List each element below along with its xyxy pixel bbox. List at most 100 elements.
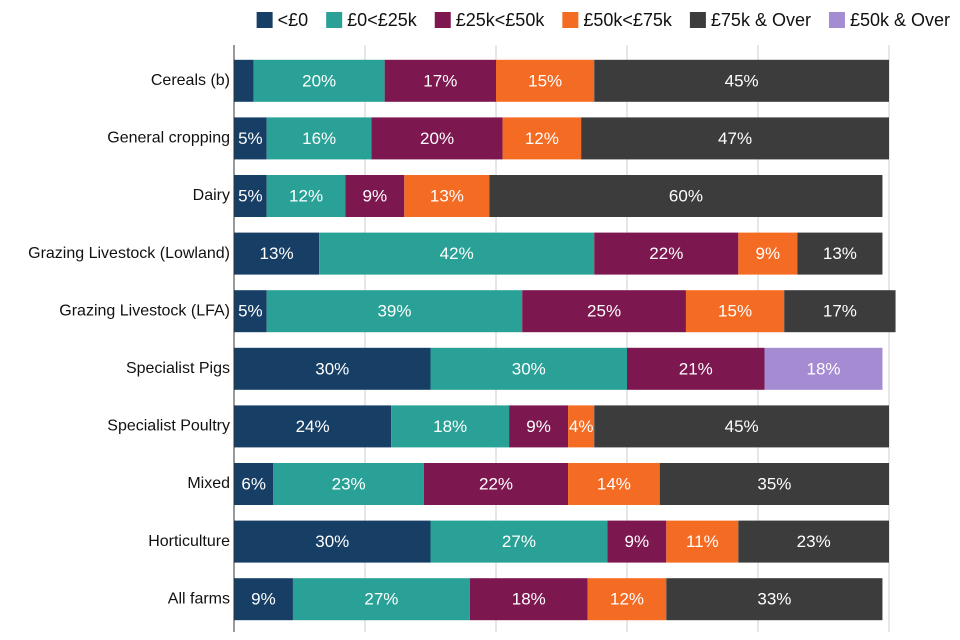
bar-segment: [391, 405, 510, 448]
data-label: 60%: [669, 186, 703, 205]
bar-segment: [404, 175, 490, 217]
data-label: 11%: [686, 532, 719, 551]
bar-segment: [797, 232, 883, 275]
legend-swatch: [256, 12, 273, 28]
data-label: 47%: [718, 129, 752, 148]
data-label: 12%: [610, 590, 644, 609]
bar-segment: [738, 520, 889, 563]
bar-segment: [430, 520, 608, 563]
bar-segment: [509, 405, 569, 448]
y-tick-label: Dairy: [193, 187, 230, 204]
bar-segment: [234, 578, 293, 621]
bar-segment: [784, 290, 896, 333]
data-label: 14%: [597, 474, 631, 493]
bar-segment: [234, 347, 431, 390]
bar-segment: [522, 290, 686, 333]
bar-segment: [764, 347, 883, 390]
data-label: 9%: [756, 244, 781, 263]
bar-segment: [234, 59, 254, 102]
bar-segment: [319, 232, 595, 275]
bar-segment: [423, 463, 569, 505]
data-label: 9%: [363, 186, 388, 205]
bar-segment: [273, 463, 424, 505]
data-label: 12%: [289, 186, 323, 205]
data-label: 45%: [725, 417, 759, 436]
data-label: 45%: [725, 71, 759, 90]
legend-swatch: [562, 12, 579, 28]
data-label: 9%: [526, 417, 551, 436]
y-tick-label: Specialist Poultry: [107, 418, 230, 435]
legend-label: £0<£25k: [347, 10, 418, 30]
data-label: 9%: [251, 590, 276, 609]
legend-label: <£0: [278, 10, 309, 30]
data-label: 17%: [823, 302, 857, 321]
bar-segment: [738, 232, 798, 275]
data-label: 18%: [512, 590, 546, 609]
y-tick-label: Grazing Livestock (Lowland): [28, 245, 230, 262]
bar-segment: [659, 463, 889, 505]
bar-segment: [594, 59, 889, 102]
data-label: 6%: [241, 474, 266, 493]
bar-segment: [234, 405, 392, 448]
bar-segment: [266, 175, 346, 217]
y-tick-label: Cereals (b): [151, 72, 230, 89]
data-label: 18%: [433, 417, 467, 436]
bar-segment: [469, 578, 588, 621]
bar-segment: [234, 117, 267, 160]
bar-segment: [594, 232, 739, 275]
bar-segment: [496, 59, 595, 102]
bar-segment: [234, 175, 267, 217]
bar-segment: [234, 520, 431, 563]
y-tick-label: All farms: [168, 590, 230, 607]
legend-label: £75k & Over: [711, 10, 811, 30]
data-label: 15%: [718, 302, 752, 321]
bar-segment: [666, 520, 739, 563]
data-label: 5%: [238, 186, 263, 205]
data-label: 27%: [502, 532, 536, 551]
data-label: 13%: [430, 186, 464, 205]
bar-segment: [371, 117, 503, 160]
bar-segment: [627, 347, 765, 390]
bar-segment: [430, 347, 627, 390]
data-label: 21%: [679, 359, 713, 378]
data-label: 20%: [302, 71, 336, 90]
data-label: 5%: [238, 129, 263, 148]
bar-segment: [587, 578, 667, 621]
legend-label: £50k<£75k: [583, 10, 673, 30]
data-label: 39%: [377, 302, 411, 321]
bar-segment: [685, 290, 785, 333]
data-label: 18%: [806, 359, 840, 378]
data-label: 22%: [649, 244, 683, 263]
y-tick-label: Horticulture: [148, 533, 230, 550]
data-label: 33%: [757, 590, 791, 609]
data-label: 12%: [525, 129, 559, 148]
data-label: 30%: [315, 532, 349, 551]
bar-segment: [266, 290, 523, 333]
data-label: 4%: [569, 417, 594, 436]
bar-segment: [568, 405, 595, 448]
data-label: 5%: [238, 302, 263, 321]
data-label: 9%: [625, 532, 650, 551]
data-label: 30%: [315, 359, 349, 378]
bar-segment: [234, 463, 274, 505]
bar-segment: [594, 405, 889, 448]
bar-segment: [234, 232, 320, 275]
data-label: 16%: [302, 129, 336, 148]
bar-segment: [384, 59, 496, 102]
y-tick-label: Specialist Pigs: [126, 360, 230, 377]
bar-segment: [292, 578, 470, 621]
bar-segment: [266, 117, 372, 160]
data-label: 13%: [823, 244, 857, 263]
bar-segment: [489, 175, 883, 217]
legend-swatch: [434, 12, 451, 28]
data-label: 13%: [260, 244, 294, 263]
bar-segment: [581, 117, 889, 160]
data-label: 23%: [332, 474, 366, 493]
data-label: 17%: [423, 71, 457, 90]
bar-segment: [234, 290, 267, 333]
legend-swatch: [828, 12, 845, 28]
data-label: 30%: [512, 359, 546, 378]
y-tick-label: General cropping: [107, 130, 230, 147]
bar-segment: [345, 175, 405, 217]
